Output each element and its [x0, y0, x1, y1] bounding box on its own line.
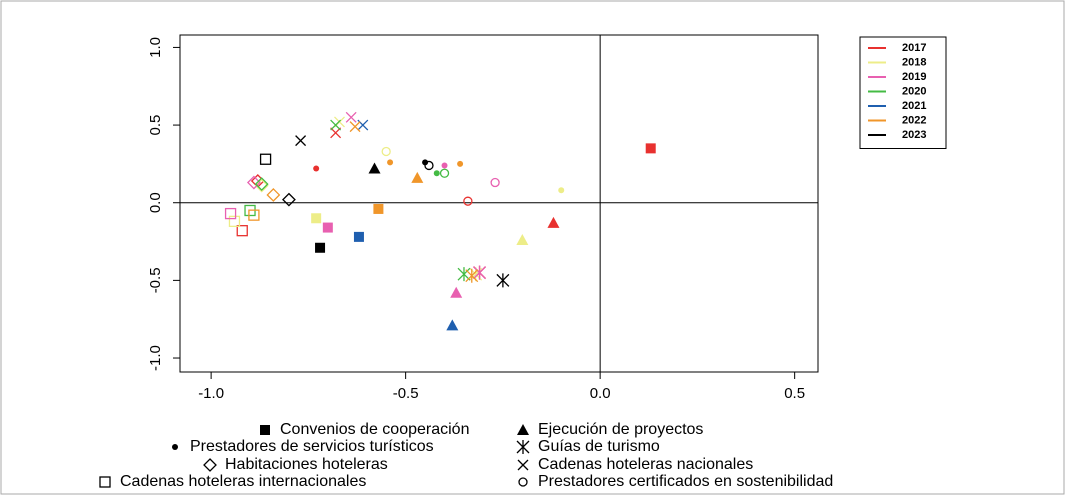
legend-marker — [203, 458, 217, 472]
point — [373, 203, 384, 214]
point — [433, 170, 440, 177]
y-tick-label: 0.5 — [147, 115, 164, 136]
x-tick-label: 0.5 — [784, 385, 805, 402]
point — [282, 192, 296, 207]
point — [248, 209, 260, 221]
point — [439, 168, 450, 178]
point — [353, 231, 364, 242]
point — [496, 273, 510, 288]
point — [547, 216, 560, 228]
point — [465, 268, 479, 283]
legend-label: 2021 — [902, 100, 926, 112]
legend-label: Cadenas hoteleras nacionales — [538, 456, 753, 473]
plot-box — [179, 34, 819, 373]
legend-label: 2023 — [902, 129, 926, 141]
point — [254, 177, 269, 192]
y-tick-label: 0.0 — [147, 192, 164, 213]
point — [313, 165, 320, 172]
point — [236, 225, 248, 237]
legend-label: Guías de turismo — [538, 438, 660, 455]
point — [441, 162, 448, 169]
x-tick-label: -0.5 — [393, 385, 419, 402]
point — [254, 178, 269, 193]
legend-marker — [99, 476, 111, 488]
point — [450, 286, 463, 298]
point — [645, 143, 656, 154]
legend-label: Prestadores de servicios turísticos — [190, 438, 434, 455]
legend-marker — [518, 477, 528, 487]
legend-label: Cadenas hoteleras internacionales — [120, 473, 366, 490]
point — [490, 177, 500, 188]
point — [411, 171, 424, 183]
point — [315, 242, 326, 253]
point — [266, 188, 281, 202]
point — [330, 119, 342, 131]
point — [349, 121, 361, 133]
x-tick-label: -1.0 — [198, 385, 224, 402]
legend-label: Habitaciones hoteleras — [225, 456, 388, 473]
point — [322, 222, 333, 233]
point — [516, 233, 529, 245]
point — [311, 213, 322, 224]
point — [457, 267, 471, 282]
legend-label: 2019 — [902, 71, 926, 83]
point — [330, 127, 342, 139]
point — [558, 187, 565, 194]
point — [345, 111, 357, 123]
y-tick-label: -0.5 — [147, 267, 164, 293]
point — [422, 159, 429, 166]
legend-label: Ejecución de proyectos — [538, 421, 703, 438]
legend-marker — [517, 424, 529, 435]
y-tick-label: -1.0 — [147, 345, 164, 371]
point — [381, 146, 391, 157]
legend-marker — [172, 444, 178, 450]
legend-label: Prestadores certificados en sostenibilid… — [538, 473, 833, 490]
point — [368, 162, 381, 174]
legend-label: Convenios de cooperación — [280, 421, 469, 438]
point — [424, 160, 434, 171]
point — [295, 135, 307, 147]
legend-box — [859, 36, 947, 149]
point — [246, 175, 261, 190]
legend-marker — [260, 425, 270, 435]
legend-label: 2020 — [902, 85, 926, 97]
legend-label: 2017 — [902, 42, 926, 54]
point — [387, 159, 394, 166]
legend-label: 2018 — [902, 56, 926, 68]
point — [224, 207, 237, 220]
point — [259, 153, 272, 165]
legend-marker — [516, 440, 530, 454]
point — [446, 319, 459, 331]
y-tick-label: 1.0 — [147, 37, 164, 58]
legend-marker — [517, 459, 529, 471]
legend-label: 2022 — [902, 114, 926, 126]
point — [463, 196, 473, 206]
point — [228, 215, 241, 228]
point — [457, 160, 464, 167]
x-tick-label: 0.0 — [590, 385, 611, 402]
point — [473, 265, 487, 280]
